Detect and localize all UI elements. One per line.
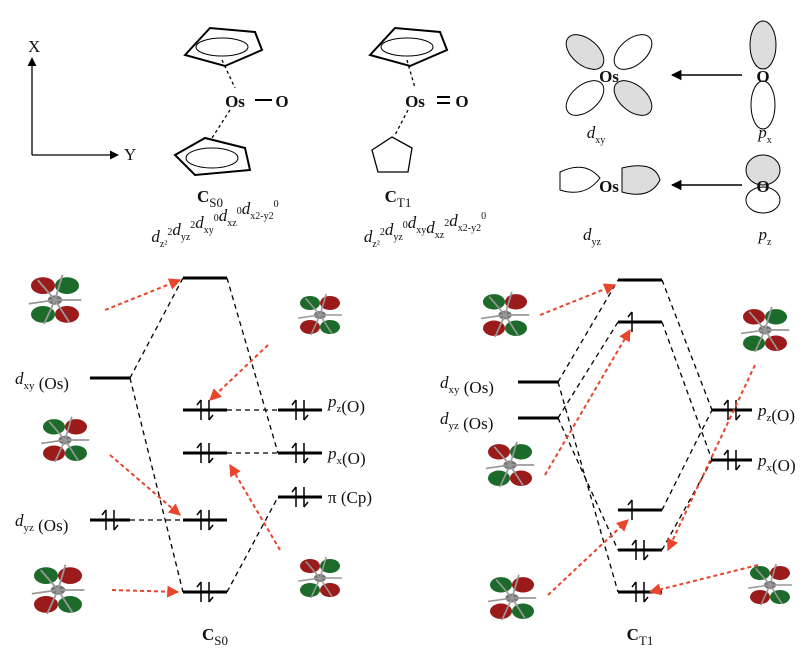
orbital-plot — [29, 275, 82, 324]
correlation-line — [227, 497, 278, 592]
level-label: px(O) — [757, 451, 796, 475]
level-label: pz(O) — [757, 401, 795, 425]
orbital-arrow — [112, 590, 178, 592]
subscript: xz — [227, 218, 237, 229]
level-label: dyz (Os) — [440, 409, 493, 433]
orbital-plot — [748, 564, 792, 605]
orbital-arrow — [210, 345, 268, 400]
correlation-line — [558, 382, 618, 592]
level-label: dxy (Os) — [15, 369, 69, 393]
orbital-plot — [741, 307, 789, 352]
electron-configuration: dz²2dyz0dxydxz2dx2-y20 — [364, 211, 486, 250]
text-part: (Os) — [35, 374, 69, 393]
atom-label: Os — [225, 92, 245, 111]
text-part: (Os) — [34, 516, 68, 535]
orbital-plot — [486, 442, 534, 487]
subscript: T1 — [639, 633, 653, 648]
correlation-line — [227, 278, 278, 453]
subscript: yz — [24, 522, 35, 534]
subscript: z² — [372, 239, 379, 250]
level-label: pz(O) — [327, 392, 365, 416]
orbital-label: pz — [758, 225, 773, 248]
text-part: (O) — [341, 397, 365, 416]
atom-label: Os — [405, 92, 425, 111]
orbital-label: dyz — [583, 225, 602, 248]
text-part: (O) — [342, 449, 366, 468]
subscript: x2-y2 — [250, 211, 273, 222]
text-part: p — [758, 225, 768, 244]
text-part: π (Cp) — [328, 488, 372, 507]
orbital-plot — [41, 417, 89, 462]
text-part: C — [627, 625, 639, 644]
correlation-line — [558, 322, 618, 418]
text-part: p — [327, 444, 337, 463]
text-part: (Os) — [460, 378, 494, 397]
axis-label: X — [28, 37, 40, 56]
atom-label: O — [455, 92, 468, 111]
orbital-arrow — [545, 330, 630, 475]
atom-label: Os — [599, 177, 619, 196]
text-part: C — [385, 187, 397, 206]
structure-name: CT1 — [385, 187, 412, 210]
subscript: yz — [449, 420, 460, 432]
subscript: x — [767, 135, 772, 146]
mo-diagram: XYOsOCS0dz²2dyz2dxy0dxz0dx2-y20OsOCT1dz²… — [0, 0, 812, 650]
subscript: xy — [449, 384, 461, 396]
subscript: xy — [595, 135, 605, 146]
atom-label: O — [756, 177, 769, 196]
subscript: xy — [24, 380, 36, 392]
text-part: C — [202, 625, 214, 644]
text-part: (Os) — [459, 414, 493, 433]
subscript: x2-y2 — [458, 223, 481, 234]
level-label: dxy (Os) — [440, 373, 494, 397]
orbital-plot — [298, 557, 342, 598]
text-part: (O) — [771, 406, 795, 425]
structure-s0 — [175, 28, 272, 175]
text-part: p — [327, 392, 337, 411]
subscript: xy — [204, 225, 214, 236]
subscript: T1 — [397, 195, 411, 210]
orbital-arrow — [110, 455, 180, 515]
orbital-arrow — [650, 565, 758, 592]
orbital-plot — [481, 292, 529, 337]
text-part: C — [197, 187, 209, 206]
level-label: π (Cp) — [328, 488, 372, 507]
diagram-name: CT1 — [627, 625, 654, 648]
orbital-plot — [32, 565, 85, 614]
subscript: yz — [592, 237, 602, 248]
superscript: 0 — [274, 199, 279, 210]
correlation-line — [130, 278, 183, 378]
level-label: dyz (Os) — [15, 511, 68, 535]
subscript: yz — [181, 232, 191, 243]
text-part: (O) — [772, 456, 796, 475]
diagram-name: CS0 — [202, 625, 228, 648]
orbital-plot — [488, 575, 536, 620]
subscript: xz — [435, 230, 445, 241]
atom-label: O — [756, 67, 769, 86]
superscript: 0 — [481, 211, 486, 222]
orbital-label: px — [757, 123, 772, 146]
orbital-arrow — [540, 285, 615, 315]
text-part: p — [757, 451, 767, 470]
text-part: p — [757, 123, 767, 142]
orbital-plot — [298, 294, 342, 335]
atom-label: Os — [599, 67, 619, 86]
text-part: p — [757, 401, 767, 420]
correlation-line — [662, 410, 712, 510]
subscript: z² — [160, 239, 167, 250]
subscript: yz — [393, 232, 403, 243]
orbital-arrow — [230, 465, 280, 550]
subscript: S0 — [214, 633, 228, 648]
level-label: px(O) — [327, 444, 366, 468]
orbital-label: dxy — [587, 123, 606, 146]
axis-label: Y — [124, 145, 136, 164]
subscript: xy — [416, 225, 426, 236]
correlation-line — [130, 378, 183, 592]
subscript: z — [767, 237, 772, 248]
orbital-sketches — [560, 21, 780, 213]
atom-label: O — [275, 92, 288, 111]
